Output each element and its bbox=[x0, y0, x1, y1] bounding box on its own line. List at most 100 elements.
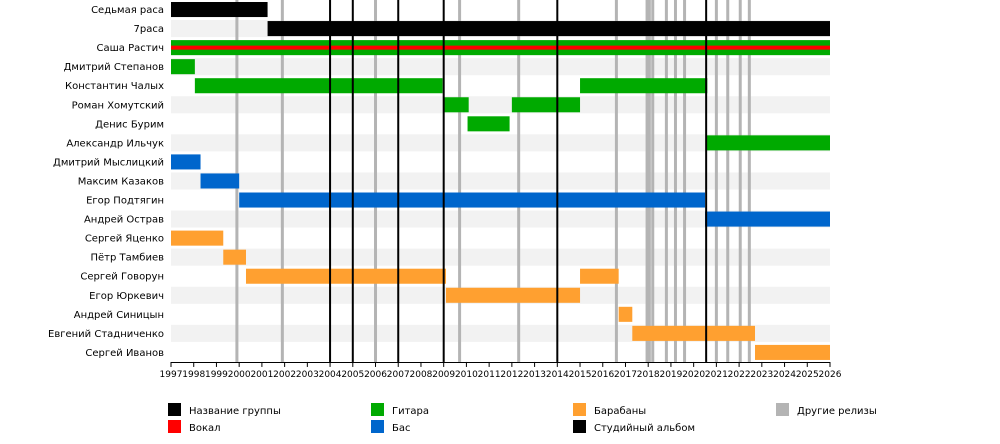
x-tick-label: 2019 bbox=[659, 370, 682, 380]
member-name: Роман Хомутский bbox=[72, 100, 164, 111]
x-tick-label: 2014 bbox=[546, 370, 569, 380]
other-release-lines bbox=[235, 0, 751, 362]
x-tick-label: 2022 bbox=[728, 370, 751, 380]
x-tick-label: 2005 bbox=[341, 370, 364, 380]
x-tick-label: 2017 bbox=[614, 370, 637, 380]
legend-label-guitar: Гитара bbox=[392, 406, 429, 417]
x-tick-label: 2013 bbox=[523, 370, 546, 380]
legend-label-studio: Студийный альбом bbox=[594, 423, 695, 434]
row-stripe bbox=[171, 58, 830, 76]
other-release-line bbox=[726, 0, 730, 362]
x-tick-label: 1997 bbox=[160, 370, 183, 380]
studio-album-line bbox=[442, 0, 445, 362]
x-tick-label: 2009 bbox=[432, 370, 455, 380]
legend-label-other: Другие релизы bbox=[797, 406, 877, 417]
member-bar bbox=[171, 154, 201, 170]
x-tick-label: 2020 bbox=[682, 370, 705, 380]
member-bar bbox=[618, 306, 633, 322]
member-name: Андрей Острав bbox=[84, 215, 164, 226]
member-name: Евгений Стадниченко bbox=[48, 329, 164, 340]
member-bar bbox=[239, 192, 706, 208]
other-release-line bbox=[651, 0, 655, 362]
member-name: Сергей Яценко bbox=[85, 234, 164, 245]
x-tick-label: 2004 bbox=[319, 370, 342, 380]
member-name: Сергей Говорун bbox=[80, 272, 164, 283]
legend-swatch-vocal bbox=[168, 420, 181, 433]
other-release-line bbox=[683, 0, 687, 362]
x-tick-label: 2011 bbox=[478, 370, 501, 380]
x-tick-label: 2015 bbox=[569, 370, 592, 380]
row-stripe bbox=[171, 172, 830, 190]
member-bar bbox=[194, 78, 443, 94]
member-bar bbox=[200, 173, 240, 189]
other-release-line bbox=[280, 0, 284, 362]
other-release-line bbox=[664, 0, 668, 362]
x-axis: 1997 1998 1999 2000 2001 2002 2003 2004 2005 2006… bbox=[160, 361, 842, 380]
legend-swatch-band bbox=[168, 403, 181, 416]
legend-swatch-bass bbox=[371, 420, 384, 433]
member-bar bbox=[705, 211, 830, 227]
member-bar bbox=[467, 116, 510, 132]
studio-album-line bbox=[705, 0, 708, 362]
x-tick-label: 2023 bbox=[750, 370, 773, 380]
x-tick-label: 1999 bbox=[205, 370, 228, 380]
member-name: Константин Чалых bbox=[65, 81, 164, 92]
x-tick-label: 2008 bbox=[410, 370, 433, 380]
legend-swatch-other bbox=[776, 403, 789, 416]
member-bar bbox=[706, 135, 830, 151]
member-bar bbox=[171, 230, 224, 246]
member-name: Саша Растич bbox=[97, 43, 164, 54]
legend-swatch-drums bbox=[573, 403, 586, 416]
x-tick-label: 2012 bbox=[500, 370, 523, 380]
other-release-line bbox=[645, 0, 649, 362]
member-name: Дмитрий Степанов bbox=[64, 62, 164, 73]
member-bar bbox=[171, 45, 830, 50]
member-bar bbox=[632, 325, 756, 341]
member-bar bbox=[267, 21, 830, 37]
row-stripe bbox=[171, 96, 830, 114]
x-tick-label: 2024 bbox=[773, 370, 796, 380]
x-tick-label: 2018 bbox=[637, 370, 660, 380]
member-name: 7раса bbox=[134, 24, 164, 35]
x-tick-label: 2007 bbox=[387, 370, 410, 380]
x-tick-label: 1998 bbox=[182, 370, 205, 380]
member-bar bbox=[511, 97, 581, 113]
member-names: Седьмая раса 7раса Саша Растич Дмитрий Степ… bbox=[48, 5, 164, 359]
member-name: Дмитрий Мыслицкий bbox=[53, 157, 164, 168]
legend-label-bass: Бас bbox=[392, 423, 411, 434]
member-name: Пётр Тамбиев bbox=[90, 253, 164, 264]
member-bar bbox=[755, 344, 830, 360]
other-release-line bbox=[374, 0, 378, 362]
member-name: Седьмая раса bbox=[91, 5, 164, 16]
member-name: Егор Подтягин bbox=[86, 196, 164, 207]
member-bar bbox=[443, 97, 469, 113]
other-release-line bbox=[517, 0, 521, 362]
row-stripe bbox=[171, 248, 830, 266]
x-tick-label: 2025 bbox=[796, 370, 819, 380]
x-tick-label: 2021 bbox=[705, 370, 728, 380]
studio-album-line bbox=[329, 0, 332, 362]
legend-swatch-guitar bbox=[371, 403, 384, 416]
studio-album-line bbox=[351, 0, 354, 362]
other-release-line bbox=[647, 0, 651, 362]
member-name: Денис Бурим bbox=[95, 119, 164, 130]
other-release-line bbox=[714, 0, 718, 362]
other-release-line bbox=[673, 0, 677, 362]
member-bar bbox=[580, 78, 708, 94]
member-name: Сергей Иванов bbox=[85, 348, 164, 359]
member-bar bbox=[171, 59, 195, 75]
x-tick-label: 2006 bbox=[364, 370, 387, 380]
x-tick-label: 2000 bbox=[228, 370, 251, 380]
legend-label-band: Название группы bbox=[189, 406, 281, 417]
x-tick-label: 2010 bbox=[455, 370, 478, 380]
member-bar bbox=[445, 287, 581, 303]
member-name: Александр Ильчук bbox=[66, 138, 164, 149]
member-bar bbox=[580, 268, 619, 284]
studio-album-line bbox=[556, 0, 559, 362]
legend-label-drums: Барабаны bbox=[594, 406, 646, 417]
x-tick-label: 2001 bbox=[250, 370, 273, 380]
other-release-line bbox=[747, 0, 751, 362]
x-tick-label: 2003 bbox=[296, 370, 319, 380]
studio-album-lines bbox=[329, 0, 708, 362]
